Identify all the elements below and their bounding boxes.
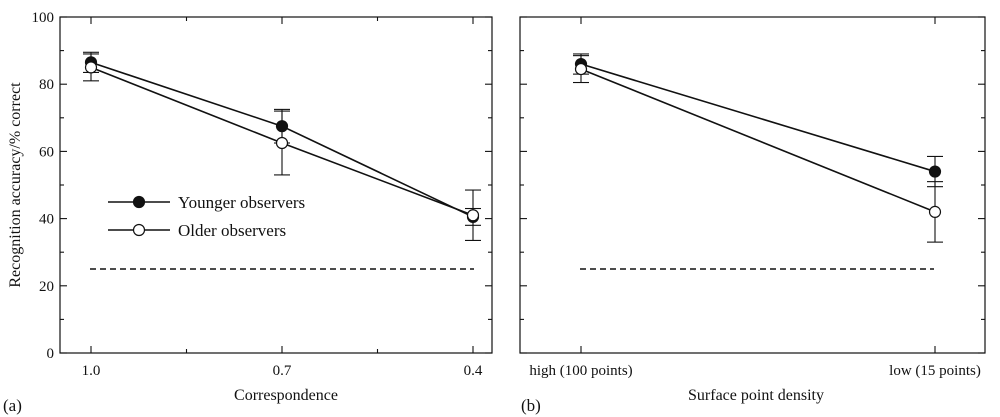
x-tick-label: 0.7: [273, 363, 292, 379]
y-tick-label: 0: [47, 346, 55, 362]
panel-a-plot-area: [83, 51, 481, 270]
y-tick-label: 20: [39, 279, 54, 295]
x-tick-label: 0.4: [464, 363, 483, 379]
data-point-younger: [275, 120, 289, 133]
panel-b-y-ticks: [520, 16, 985, 354]
panel-b: high (100 points) low (15 points) Surface…: [519, 16, 986, 415]
x-tick-label: 1.0: [82, 363, 101, 379]
panel-b-plot-area: [573, 53, 943, 270]
legend-marker-older: [132, 223, 146, 237]
data-point-older: [84, 61, 98, 74]
data-point-older: [275, 136, 289, 150]
panel-a-y-axis-label: Recognition accuracy/% correct: [7, 82, 24, 288]
x-tick-label: low (15 points): [889, 363, 981, 379]
legend-marker-younger: [132, 195, 146, 209]
panel-a: 0 20 40 60 80 100 1.0 0.7 0.4 Recognition accur…: [3, 10, 493, 415]
y-tick-label: 100: [32, 10, 55, 26]
y-tick-label: 80: [39, 77, 54, 93]
data-point-older: [574, 62, 588, 76]
panel-a-frame: [59, 16, 493, 354]
series-line-younger: [580, 63, 936, 173]
panel-a-x-ticks: 1.0 0.7 0.4: [82, 17, 483, 379]
panel-a-tag: (a): [3, 396, 22, 415]
legend-label-younger: Younger observers: [178, 193, 305, 212]
panel-a-x-axis-label: Correspondence: [234, 387, 338, 404]
panel-b-tag: (b): [521, 396, 541, 415]
data-point-older: [928, 205, 942, 218]
y-tick-label: 40: [39, 212, 54, 228]
y-tick-label: 60: [39, 144, 54, 160]
panel-a-y-ticks: 0 20 40 60 80 100: [32, 10, 492, 362]
data-point-younger: [928, 165, 942, 178]
x-tick-label: high (100 points): [529, 363, 632, 379]
panel-b-x-axis-label: Surface point density: [688, 387, 824, 404]
data-point-older: [466, 209, 480, 222]
legend-label-older: Older observers: [178, 221, 286, 240]
panel-b-x-ticks: high (100 points) low (15 points): [529, 17, 981, 379]
legend: Younger observers Older observers: [108, 193, 305, 240]
series-line-older: [580, 68, 936, 213]
